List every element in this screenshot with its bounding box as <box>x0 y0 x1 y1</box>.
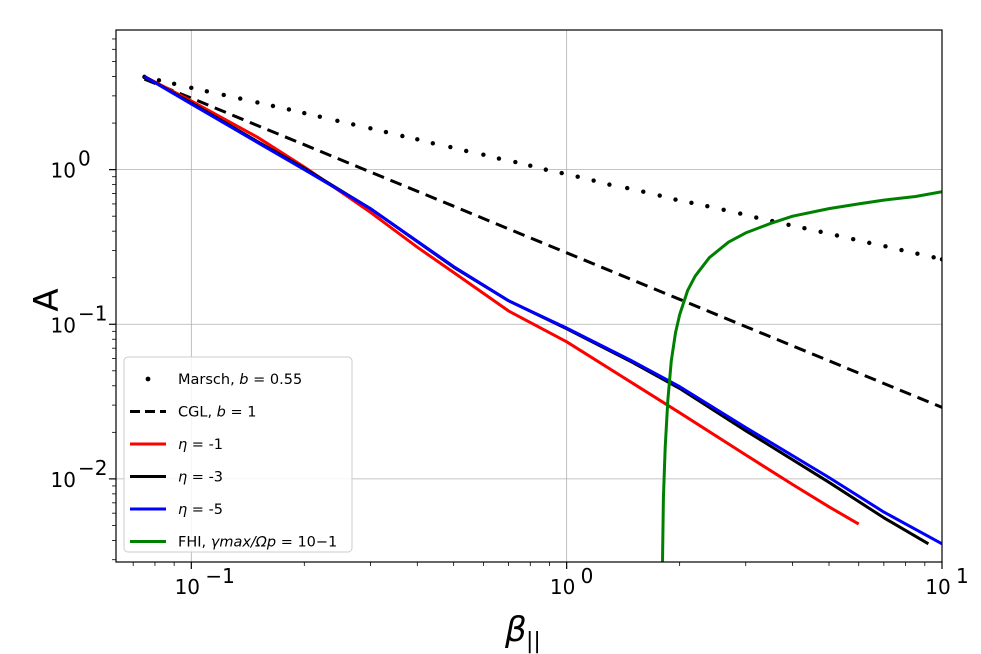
legend-entry: CGL, b = 1 <box>178 405 256 421</box>
marsch-data-point <box>528 163 533 168</box>
x-axis-label-subscript: || <box>526 629 541 654</box>
legend-entry: η = -5 <box>178 502 223 518</box>
marsch-data-point <box>464 148 469 154</box>
marsch-data-point <box>286 107 292 112</box>
marsch-data-point <box>335 118 340 123</box>
marsch-data-point <box>368 126 373 131</box>
marsch-data-point <box>818 229 823 235</box>
marsch-data-point <box>302 110 307 116</box>
marsch-data-point <box>270 103 276 109</box>
plot-area <box>142 74 942 562</box>
marsch-data-point <box>415 137 420 142</box>
marsch-data-point <box>156 78 162 83</box>
marsch-data-point <box>851 236 856 242</box>
series-line-5 <box>661 190 942 562</box>
y-tick-exponent: −1 <box>78 301 107 325</box>
marsch-data-point <box>255 100 260 105</box>
marsch-data-point <box>543 167 549 172</box>
marsch-data-point <box>238 96 243 101</box>
x-tick-label: 10 <box>925 575 950 599</box>
y-tick-label: 10 <box>51 159 76 183</box>
marsch-data-point <box>802 226 807 231</box>
marsch-data-point <box>171 81 177 87</box>
marsch-data-point <box>867 240 872 246</box>
marsch-data-point <box>204 89 210 94</box>
marsch-data-point <box>189 85 194 91</box>
axis-ticks <box>109 38 943 569</box>
x-axis-label: β <box>504 610 527 650</box>
x-tick-label: 10 <box>550 575 575 599</box>
marsch-data-point <box>899 247 904 253</box>
legend: Marsch, b = 0.55 CGL, b = 1 η = -1 η = -3 η … <box>123 356 353 553</box>
marsch-data-point <box>513 159 518 165</box>
marsch-data-point <box>673 197 678 202</box>
marsch-data-point <box>625 185 630 191</box>
marsch-data-point <box>317 114 323 119</box>
legend-marker <box>145 376 151 382</box>
marsch-data-point <box>400 133 405 139</box>
marsch-data-point <box>689 200 694 206</box>
series-line-1 <box>143 77 942 409</box>
marsch-data-point <box>786 222 791 227</box>
marsch-data-point <box>915 251 920 256</box>
marsch-data-point <box>738 211 743 216</box>
y-axis-label: A <box>27 288 67 311</box>
marsch-data-point <box>754 215 759 220</box>
marsch-data-point <box>591 178 596 183</box>
x-tick-exponent: 1 <box>956 564 969 588</box>
plot-frame <box>115 29 943 563</box>
y-tick-label: 10 <box>51 468 76 492</box>
marsch-data-point <box>834 233 840 238</box>
marsch-data-point <box>705 204 710 209</box>
marsch-data-point <box>607 182 612 187</box>
legend-entry: η = -1 <box>178 437 223 453</box>
legend-entry: Marsch, b = 0.55 <box>178 372 302 388</box>
marsch-data-point <box>883 244 888 249</box>
marsch-data-point <box>721 207 726 212</box>
marsch-data-point <box>931 255 936 260</box>
tick-labels: 10 −1 10 0 10 110 −210 −110 0 <box>51 147 969 599</box>
y-tick-label: 10 <box>51 313 76 337</box>
marsch-data-point <box>383 129 389 135</box>
y-tick-exponent: −2 <box>78 456 107 480</box>
marsch-data-point <box>448 144 453 150</box>
marsch-data-point <box>430 141 436 146</box>
marsch-data-point <box>351 122 356 127</box>
marsch-data-point <box>481 152 486 157</box>
series-line-4 <box>143 75 942 546</box>
marsch-data-point <box>221 92 226 98</box>
y-tick-exponent: 0 <box>78 147 91 171</box>
marsch-data-point <box>641 189 646 194</box>
marsch-data-point <box>559 170 564 176</box>
marsch-data-point <box>496 156 502 161</box>
legend-box <box>123 356 353 553</box>
legend-entry: η = -3 <box>178 470 223 486</box>
series-line-2 <box>143 75 860 526</box>
legend-entry: FHI, γmax/Ωp = 10−1 <box>178 535 337 551</box>
x-tick-exponent: 0 <box>581 564 594 588</box>
x-tick-label: 10 <box>175 575 200 599</box>
x-tick-exponent: −1 <box>205 564 234 588</box>
marsch-data-point <box>657 193 662 198</box>
marsch-data-point <box>575 174 580 179</box>
